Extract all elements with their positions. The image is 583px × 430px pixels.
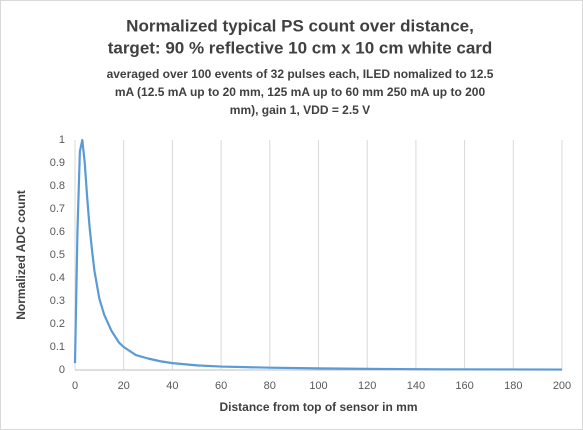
chart-title: Normalized typical PS count over distanc…: [126, 16, 474, 35]
y-tick-label: 0.1: [50, 341, 65, 353]
chart-title: target: 90 % reflective 10 cm x 10 cm wh…: [108, 38, 493, 57]
x-axis-label: Distance from top of sensor in mm: [219, 400, 417, 414]
y-tick-label: 0.2: [50, 318, 65, 330]
chart-subtitle: mA (12.5 mA up to 20 mm, 125 mA up to 60…: [115, 85, 486, 99]
x-tick-label: 0: [72, 380, 78, 392]
y-tick-label: 1: [59, 134, 65, 146]
x-tick-label: 140: [407, 380, 425, 392]
y-tick-label: 0.7: [50, 203, 65, 215]
x-tick-label: 80: [264, 380, 276, 392]
chart-subtitle: mm), gain 1, VDD = 2.5 V: [230, 103, 370, 117]
y-tick-label: 0.4: [50, 272, 65, 284]
x-tick-label: 200: [553, 380, 571, 392]
x-tick-label: 120: [358, 380, 376, 392]
x-tick-label: 100: [309, 380, 327, 392]
y-tick-label: 0.6: [50, 226, 65, 238]
x-tick-label: 180: [504, 380, 522, 392]
x-tick-label: 60: [215, 380, 227, 392]
y-tick-label: 0.9: [50, 157, 65, 169]
y-tick-label: 0.5: [50, 249, 65, 261]
y-tick-label: 0: [59, 364, 65, 376]
y-axis-label: Normalized ADC count: [14, 190, 28, 320]
y-tick-label: 0.8: [50, 180, 65, 192]
x-tick-label: 40: [166, 380, 178, 392]
line: [73, 138, 563, 371]
y-tick-label: 0.3: [50, 295, 65, 307]
x-tick-label: 20: [118, 380, 130, 392]
x-tick-label: 160: [455, 380, 473, 392]
chart-subtitle: averaged over 100 events of 32 pulses ea…: [107, 67, 494, 81]
